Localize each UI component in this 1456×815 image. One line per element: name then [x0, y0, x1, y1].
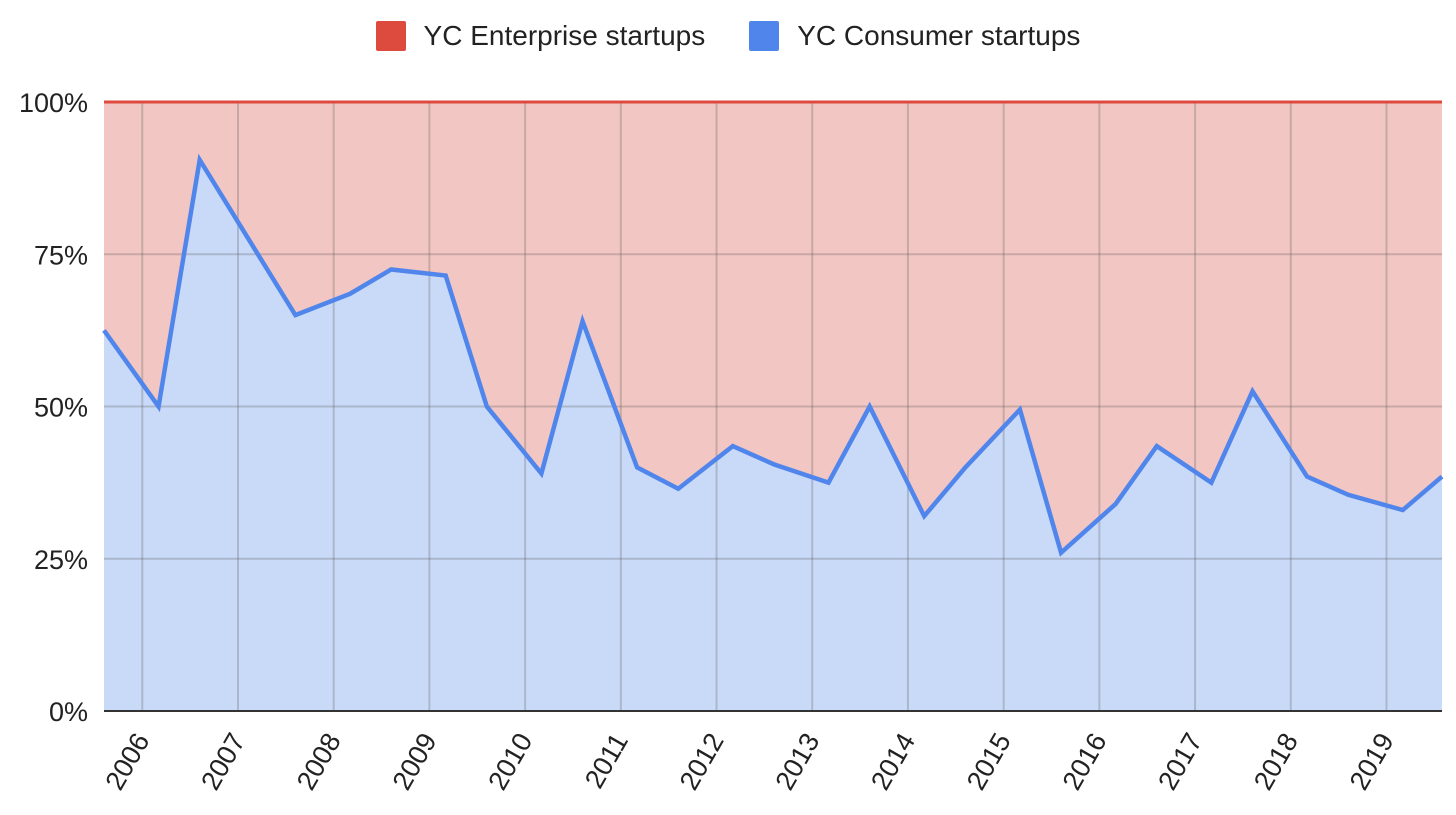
x-tick-label-2006: 2006 [99, 728, 155, 795]
legend-item-consumer[interactable]: YC Consumer startups [749, 20, 1080, 52]
y-tick-label-75: 75% [34, 240, 88, 270]
y-tick-label-0: 0% [49, 697, 88, 727]
x-tick-label-2011: 2011 [579, 728, 634, 793]
x-tick-label-2016: 2016 [1057, 728, 1113, 795]
y-tick-label-50: 50% [34, 393, 88, 423]
y-tick-label-25: 25% [34, 545, 88, 575]
legend-item-enterprise[interactable]: YC Enterprise startups [375, 20, 706, 52]
legend-swatch-consumer [749, 21, 780, 51]
x-tick-label-2009: 2009 [387, 728, 443, 795]
area-enterprise [104, 102, 1442, 553]
x-tick-label-2014: 2014 [865, 728, 921, 795]
legend-label-consumer: YC Consumer startups [797, 20, 1081, 51]
x-tick-label-2017: 2017 [1152, 728, 1208, 795]
x-tick-label-2010: 2010 [482, 728, 538, 795]
x-tick-label-2015: 2015 [961, 728, 1017, 795]
x-tick-label-2019: 2019 [1344, 728, 1400, 795]
legend: YC Enterprise startups YC Consumer start… [0, 20, 1456, 52]
x-tick-label-2018: 2018 [1248, 728, 1304, 795]
x-tick-label-2008: 2008 [291, 728, 347, 795]
legend-label-enterprise: YC Enterprise startups [423, 20, 706, 51]
x-tick-label-2012: 2012 [674, 728, 730, 795]
x-tick-label-2013: 2013 [769, 728, 825, 795]
area-consumer [104, 159, 1442, 712]
x-tick-label-2007: 2007 [195, 728, 251, 795]
series-line-consumer [102, 153, 1444, 557]
legend-swatch-enterprise [375, 21, 406, 51]
y-tick-label-100: 100% [19, 88, 88, 118]
